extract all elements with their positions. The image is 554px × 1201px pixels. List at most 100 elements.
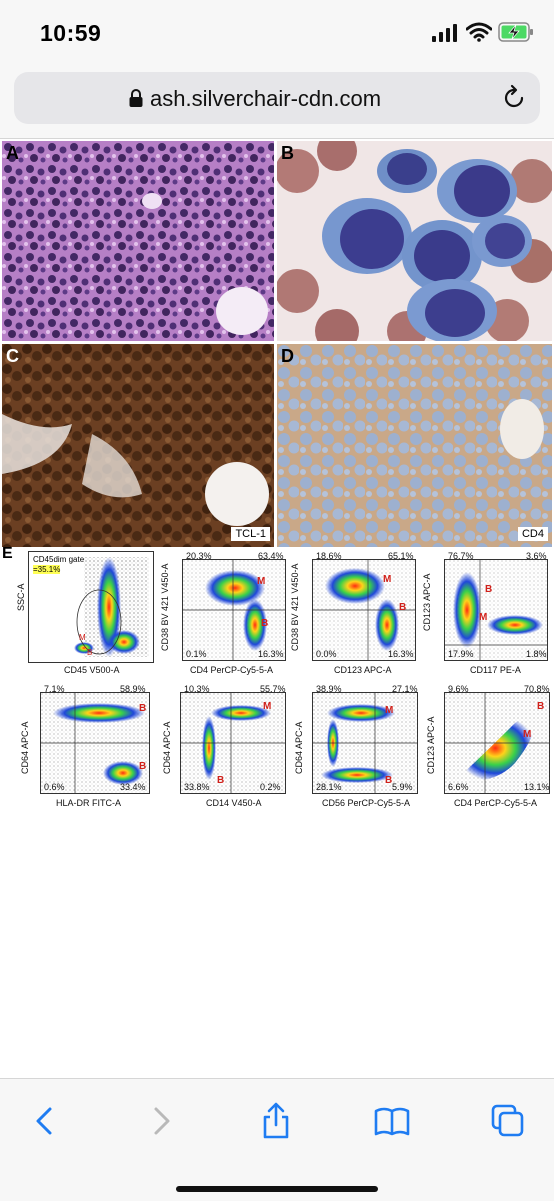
marker-b: B xyxy=(261,618,269,629)
density-plot xyxy=(445,693,549,793)
tabs-icon[interactable] xyxy=(488,1101,528,1141)
density-plot xyxy=(313,693,417,793)
x-axis-label: CD4 PerCP-Cy5-5-A xyxy=(454,798,538,808)
y-axis-label: CD38 BV 421 V450-A xyxy=(160,563,170,651)
blood-smear-image xyxy=(277,141,552,341)
share-icon[interactable] xyxy=(256,1101,296,1141)
cd4-stain-image xyxy=(277,344,552,547)
density-plot xyxy=(445,560,547,660)
quadrant-ll: 0.6% xyxy=(44,782,65,792)
panel-a-label: A xyxy=(6,143,19,163)
quadrant-ul: 10.3% xyxy=(184,684,210,694)
marker-m: M xyxy=(263,701,272,712)
he-stain-image xyxy=(2,141,274,341)
flow-plot-ssc-cd45: M B CD45dim gate =35.1% SSC-A CD45 V500-… xyxy=(14,551,154,679)
quadrant-ul: 38.9% xyxy=(316,684,342,694)
quadrant-ll: 0.0% xyxy=(316,649,337,659)
quadrant-ul: 7.1% xyxy=(44,684,65,694)
url-field[interactable]: ash.silverchair-cdn.com xyxy=(14,72,540,124)
quadrant-lr: 33.4% xyxy=(120,782,146,792)
flow-plot-cd64-hladr: B B 7.1% 58.9% 0.6% 33.4% CD64 APC-A HLA… xyxy=(14,684,154,812)
url-text: ash.silverchair-cdn.com xyxy=(150,86,382,111)
panel-a-histology: A xyxy=(2,141,274,341)
x-axis-label: CD45 V500-A xyxy=(64,665,120,675)
quadrant-ul: 76.7% xyxy=(448,551,474,561)
density-plot: M B xyxy=(74,557,149,657)
panel-c-marker-tag: TCL-1 xyxy=(231,527,270,541)
gate-value: =35.1% xyxy=(33,565,61,574)
reload-icon[interactable] xyxy=(500,84,528,112)
forward-icon[interactable] xyxy=(140,1101,180,1141)
y-axis-label: CD123 APC-A xyxy=(426,716,436,774)
marker-b: B xyxy=(399,602,407,613)
flow-plot-cd123-cd117: B M 76.7% 3.6% 17.9% 1.8% CD123 APC-A CD… xyxy=(420,551,550,679)
quadrant-ll: 28.1% xyxy=(316,782,342,792)
quadrant-lr: 5.9% xyxy=(392,782,413,792)
y-axis-label: SSC-A xyxy=(16,583,26,611)
quadrant-ur: 58.9% xyxy=(120,684,146,694)
quadrant-ur: 63.4% xyxy=(258,551,284,561)
quadrant-ur: 65.1% xyxy=(388,551,414,561)
quadrant-ll: 6.6% xyxy=(448,782,469,792)
tcl1-stain-image xyxy=(2,344,274,547)
density-plot xyxy=(41,693,149,793)
x-axis-label: CD123 APC-A xyxy=(334,665,392,675)
marker-b: B xyxy=(217,775,225,786)
panel-d-marker-tag: CD4 xyxy=(517,527,548,541)
quadrant-ur: 27.1% xyxy=(392,684,418,694)
panel-c-tcl1: C TCL-1 xyxy=(2,344,274,547)
marker-m: M xyxy=(523,729,532,740)
flow-plot-cd64-cd14: M B 10.3% 55.7% 33.8% 0.2% CD64 APC-A CD… xyxy=(156,684,288,812)
x-axis-label: CD117 PE-A xyxy=(470,665,521,675)
status-time: 10:59 xyxy=(40,20,102,46)
panel-e-label: E xyxy=(2,545,13,562)
quadrant-ur: 70.8% xyxy=(524,684,550,694)
quadrant-ul: 20.3% xyxy=(186,551,212,561)
marker-m: M xyxy=(383,574,392,585)
flow-plot-cd38-cd4: M B 20.3% 63.4% 0.1% 16.3% CD38 BV 421 V… xyxy=(158,551,288,679)
quadrant-ur: 3.6% xyxy=(526,551,547,561)
x-axis-label: HLA-DR FITC-A xyxy=(56,798,121,808)
bookmarks-icon[interactable] xyxy=(372,1101,412,1141)
svg-text:B: B xyxy=(87,648,92,657)
x-axis-label: CD4 PerCP-Cy5-5-A xyxy=(190,665,274,675)
quadrant-ul: 9.6% xyxy=(448,684,469,694)
quadrant-ur: 55.7% xyxy=(260,684,286,694)
flow-plot-cd123-cd4: B M 9.6% 70.8% 6.6% 13.1% CD123 APC-A CD… xyxy=(420,684,552,812)
x-axis-label: CD56 PerCP-Cy5-5-A xyxy=(322,798,411,808)
marker-m: M xyxy=(479,612,488,623)
density-plot xyxy=(313,560,415,660)
panel-b-smear: B xyxy=(277,141,552,341)
quadrant-ul: 18.6% xyxy=(316,551,342,561)
quadrant-ll: 17.9% xyxy=(448,649,474,659)
flow-plot-cd64-cd56: M B 38.9% 27.1% 28.1% 5.9% CD64 APC-A CD… xyxy=(288,684,420,812)
browser-address-bar: ash.silverchair-cdn.com xyxy=(0,66,554,139)
marker-m: M xyxy=(257,576,266,587)
marker-m: M xyxy=(385,705,394,716)
svg-text:M: M xyxy=(79,633,86,642)
marker-b: B xyxy=(537,701,545,712)
y-axis-label: CD38 BV 421 V450-A xyxy=(290,563,300,651)
quadrant-lr: 1.8% xyxy=(526,649,547,659)
quadrant-ll: 33.8% xyxy=(184,782,210,792)
gate-name: CD45dim gate xyxy=(33,555,85,564)
quadrant-lr: 13.1% xyxy=(524,782,550,792)
back-icon[interactable] xyxy=(26,1101,66,1141)
quadrant-lr: 16.3% xyxy=(258,649,284,659)
cellular-signal-icon xyxy=(432,24,457,42)
wifi-icon xyxy=(466,22,492,42)
y-axis-label: CD64 APC-A xyxy=(162,721,172,774)
x-axis-label: CD14 V450-A xyxy=(206,798,262,808)
panel-b-label: B xyxy=(281,143,294,163)
figure-image: A B xyxy=(0,139,554,808)
lock-icon xyxy=(129,89,143,107)
density-plot xyxy=(181,693,285,793)
status-bar: 10:59 xyxy=(0,0,554,66)
quadrant-lr: 0.2% xyxy=(260,782,281,792)
density-plot xyxy=(183,560,285,660)
y-axis-label: CD64 APC-A xyxy=(294,721,304,774)
marker-b: B xyxy=(385,775,393,786)
panel-d-label: D xyxy=(281,346,294,366)
home-indicator[interactable] xyxy=(176,1186,378,1192)
quadrant-lr: 16.3% xyxy=(388,649,414,659)
